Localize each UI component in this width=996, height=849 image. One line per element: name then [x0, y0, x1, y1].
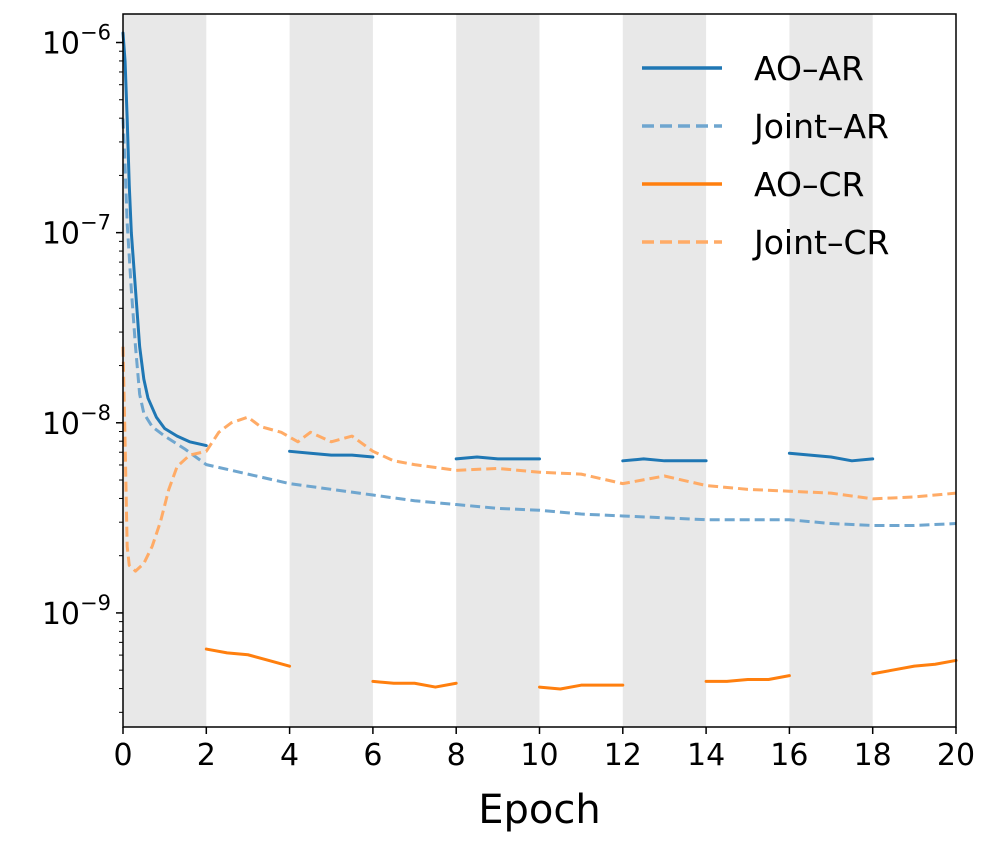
x-tick-label: 6 — [363, 738, 382, 773]
series-layer — [121, 31, 958, 691]
legend-label: AO–CR — [754, 165, 864, 204]
shaded-band-2 — [456, 14, 540, 727]
series-AO–CR — [204, 647, 958, 691]
x-tick-label: 16 — [770, 738, 808, 773]
series-line-1-segment-0 — [121, 118, 957, 527]
series-line-2-segment-3 — [704, 674, 791, 683]
series-Joint–AR — [121, 118, 957, 527]
y-axis: 10−6 10−7 10−8 10−9 — [42, 21, 123, 713]
x-tick-label: 4 — [280, 738, 299, 773]
x-tick-label: 14 — [687, 738, 725, 773]
x-tick-label: 8 — [447, 738, 466, 773]
legend-label: Joint–AR — [752, 107, 889, 146]
shaded-band-1 — [289, 14, 373, 727]
series-line-3-segment-0 — [121, 346, 957, 573]
y-tick-label: 10−8 — [42, 401, 111, 442]
series-line-2-segment-2 — [538, 683, 625, 691]
legend-label: AO–AR — [754, 49, 864, 88]
shaded-epoch-bands — [123, 14, 873, 727]
x-tick-label: 20 — [937, 738, 975, 773]
shaded-band-0 — [123, 14, 207, 727]
legend-label: Joint–CR — [752, 223, 889, 262]
x-axis-title: Epoch — [478, 787, 600, 833]
series-Joint–CR — [121, 346, 957, 573]
series-line-0-segment-0 — [121, 31, 208, 448]
legend: AO–AR Joint–AR AO–CR Joint–CR — [642, 49, 889, 262]
x-tick-label: 12 — [604, 738, 642, 773]
series-line-0-segment-2 — [454, 455, 541, 461]
x-tick-label: 10 — [520, 738, 558, 773]
series-AO–AR — [121, 31, 875, 463]
x-axis: 0 2 4 6 8 10 12 14 16 18 20 — [113, 727, 975, 773]
series-line-2-segment-1 — [371, 679, 458, 689]
series-line-2-segment-4 — [871, 658, 958, 676]
x-tick-label: 2 — [197, 738, 216, 773]
y-tick-label: 10−7 — [42, 211, 111, 252]
x-tick-label: 0 — [113, 738, 132, 773]
shaded-band-3 — [622, 14, 707, 727]
y-tick-label: 10−6 — [42, 21, 111, 62]
series-line-0-segment-4 — [787, 451, 875, 463]
series-line-0-segment-1 — [288, 449, 375, 459]
series-line-0-segment-3 — [621, 457, 708, 463]
y-tick-label: 10−9 — [42, 591, 111, 632]
series-line-2-segment-0 — [204, 647, 292, 668]
shaded-band-4 — [789, 14, 873, 727]
x-tick-label: 18 — [854, 738, 892, 773]
